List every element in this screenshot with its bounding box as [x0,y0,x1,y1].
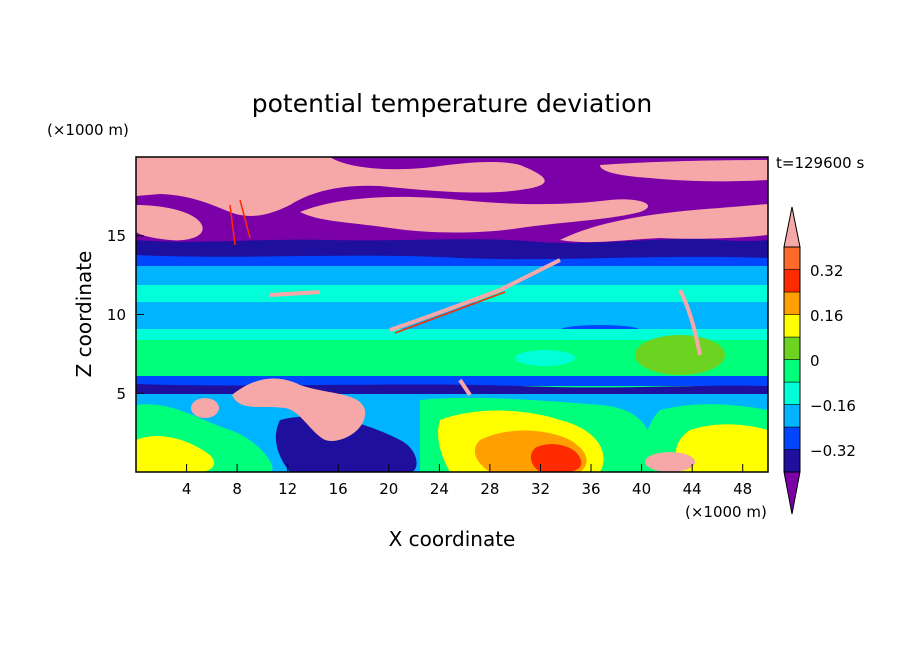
x-tick-label: 44 [683,480,702,498]
y-tick-label: 10 [107,306,126,324]
x-tick-label: 32 [531,480,550,498]
pink-filaments [269,258,702,397]
x-tick-label: 24 [430,480,449,498]
x-axis-label: X coordinate [389,527,516,551]
boundary-red-center [530,444,582,472]
y-tick-labels: 5 10 15 [107,227,126,403]
colorbar-swatch [783,381,801,405]
mid-aqua-patch [515,350,575,366]
x-tick-label: 16 [329,480,348,498]
red-filaments [229,199,506,334]
x-tick-labels: 4 8 12 16 20 24 28 32 36 40 44 48 [182,480,752,498]
colorbar-swatch [783,314,801,338]
colorbar-max-triangle [783,206,801,248]
colorbar-swatch [783,269,801,293]
y-tick-label: 15 [107,227,126,245]
upper-pink-region-1 [136,157,545,216]
colorbar-swatch [783,359,801,383]
colorbar-swatch [783,336,801,360]
x-tick-label: 48 [733,480,752,498]
colorbar-swatches [783,206,801,515]
y-tick-label: 5 [116,385,126,403]
chart-title: potential temperature deviation [252,89,652,118]
x-tick-label: 4 [182,480,192,498]
lower-blue-band [136,376,768,386]
boundary-yellow-right [675,424,768,472]
contour-field [136,157,768,472]
colorbar-swatch [783,291,801,315]
lower-pink-plume-2 [191,398,219,418]
colorbar-label: 0.16 [810,307,843,325]
colorbar-frame [783,246,801,473]
y-axis-ticks [136,235,144,394]
mid-aqua-band-1 [136,285,768,303]
colorbar-swatch [783,246,801,270]
tropopause-blue-edge [136,255,768,268]
upper-pink-region-4 [136,205,203,241]
colorbar-swatch [783,404,801,428]
time-label: t=129600 s [776,154,864,172]
x-tick-label: 8 [232,480,242,498]
boundary-yellow-left [136,435,215,472]
upper-pink-region-2 [300,196,649,233]
x-tick-label: 28 [480,480,499,498]
x-unit-label: (×1000 m) [685,503,767,521]
colorbar-min-triangle [783,471,801,515]
x-tick-label: 36 [581,480,600,498]
colorbar-label: −0.32 [810,442,856,460]
mid-aqua-band-2 [136,329,768,341]
x-tick-label: 20 [379,480,398,498]
mid-lime-patch [635,335,725,375]
x-tick-label: 12 [278,480,297,498]
colorbar-tick-labels: 0.32 0.16 0 −0.16 −0.32 [810,262,856,460]
colorbar: 0.32 0.16 0 −0.16 −0.32 [783,206,856,515]
upper-pink-region-3 [560,204,768,243]
y-axis-label: Z coordinate [72,251,96,378]
colorbar-label: −0.16 [810,397,856,415]
boundary-dark-left [275,416,417,472]
colorbar-label: 0.32 [810,262,843,280]
colorbar-swatch [783,449,801,473]
x-tick-label: 40 [632,480,651,498]
boundary-pink-right [645,452,695,472]
y-unit-label: (×1000 m) [47,121,129,139]
colorbar-label: 0 [810,352,820,370]
mid-cyan-band-1 [136,266,768,286]
colorbar-swatch [783,426,801,450]
x-axis-ticks [186,464,744,472]
lower-pink-plume-1 [232,378,366,441]
upper-pink-region-5 [600,160,768,182]
